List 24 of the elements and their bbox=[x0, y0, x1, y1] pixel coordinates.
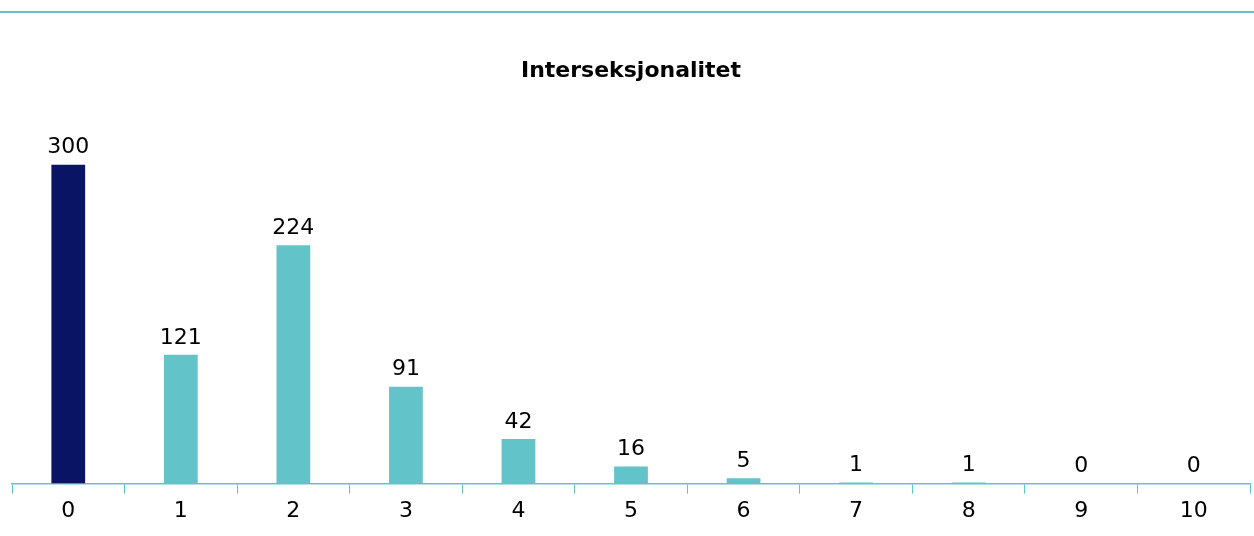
data-label: 300 bbox=[47, 133, 90, 159]
bar bbox=[51, 164, 86, 484]
x-tick-label: 8 bbox=[961, 496, 976, 522]
data-label: 5 bbox=[736, 447, 751, 472]
data-label: 0 bbox=[1074, 452, 1089, 478]
data-label: 16 bbox=[617, 435, 645, 461]
x-tick-label: 4 bbox=[511, 496, 526, 522]
x-tick-label: 6 bbox=[736, 496, 751, 522]
data-label: 91 bbox=[391, 355, 420, 381]
data-label: 224 bbox=[272, 213, 315, 239]
x-tick-label: 0 bbox=[61, 496, 76, 522]
x-tick-label: 3 bbox=[398, 496, 413, 522]
x-tick-label: 9 bbox=[1074, 496, 1089, 522]
data-label: 0 bbox=[1186, 452, 1201, 478]
data-label: 1 bbox=[849, 451, 864, 477]
data-label: 121 bbox=[159, 323, 202, 349]
x-tick-label: 10 bbox=[1179, 496, 1208, 522]
data-label: 42 bbox=[504, 407, 533, 433]
x-tick-label: 5 bbox=[624, 496, 638, 522]
x-tick-label: 7 bbox=[849, 496, 864, 522]
chart-title: Interseksjonalitet bbox=[520, 56, 742, 82]
x-tick-label: 2 bbox=[286, 496, 301, 522]
x-tick-label: 1 bbox=[173, 496, 188, 522]
data-label: 1 bbox=[961, 451, 976, 477]
